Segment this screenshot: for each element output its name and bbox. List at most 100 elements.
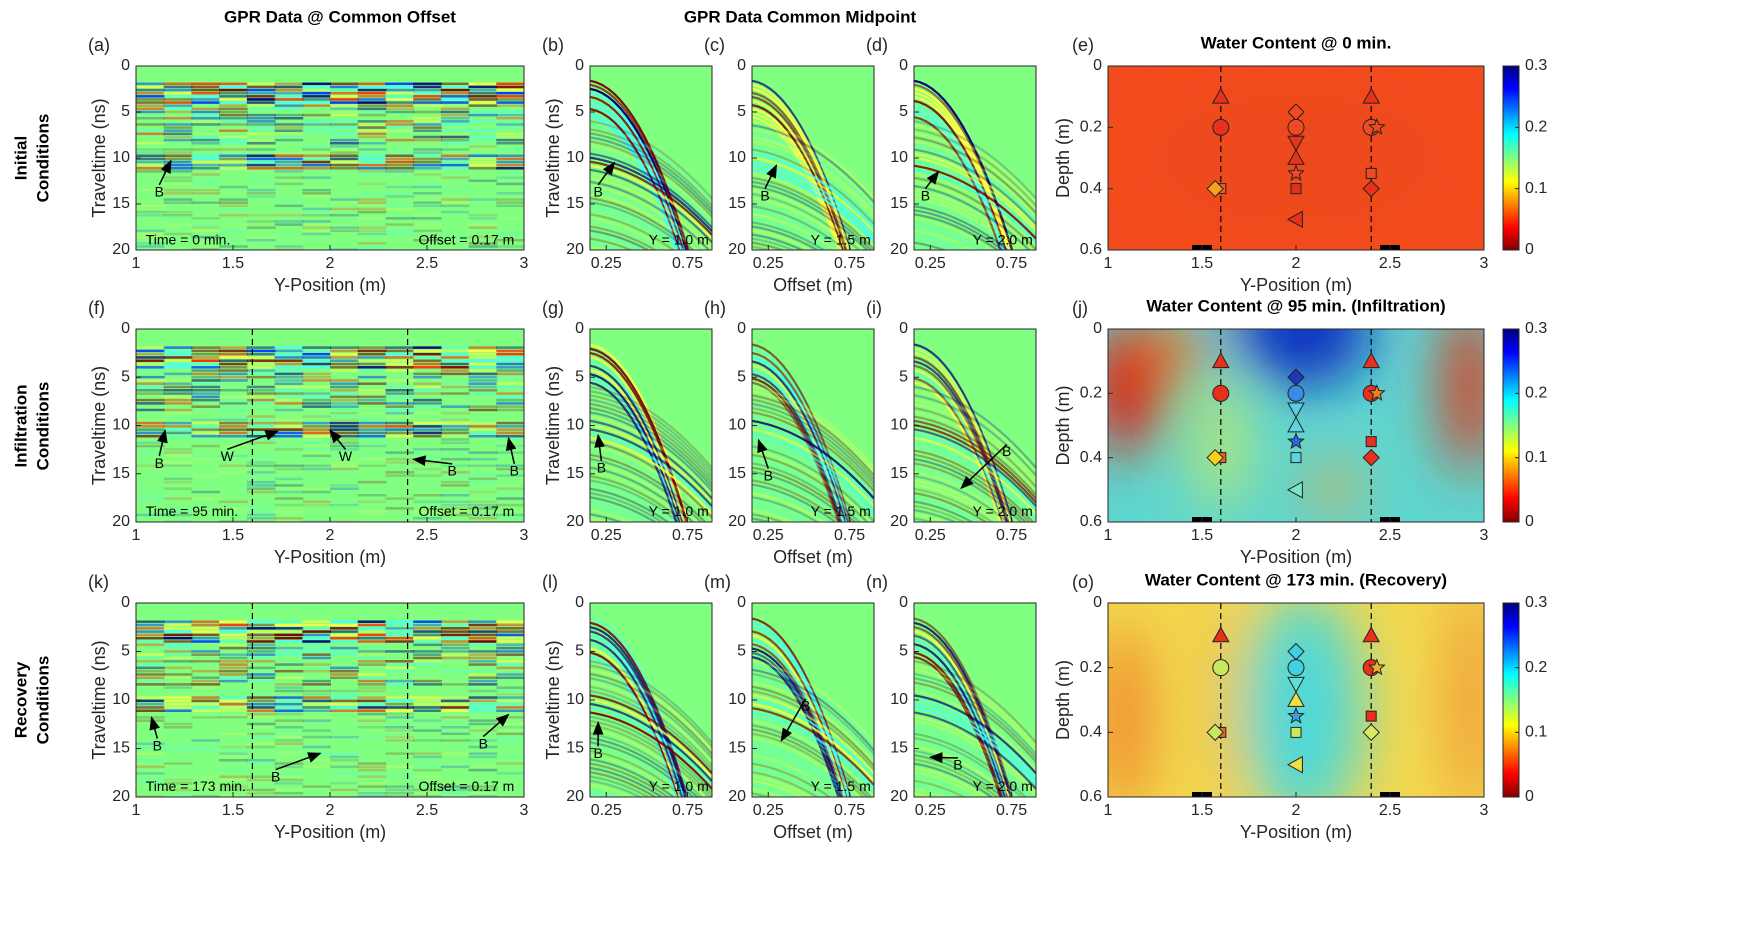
- texture: [274, 123, 304, 126]
- texture: [246, 385, 276, 389]
- texture: [219, 500, 248, 504]
- texture: [357, 389, 387, 392]
- texture: [136, 356, 165, 359]
- texture: [590, 728, 707, 797]
- texture: [468, 699, 498, 703]
- texture: [590, 415, 712, 496]
- texture: [496, 725, 524, 729]
- texture: [468, 660, 498, 663]
- texture: [219, 431, 248, 435]
- texture: [274, 248, 304, 250]
- texture: [302, 349, 331, 353]
- texture: [752, 241, 786, 250]
- texture: [413, 653, 442, 656]
- texture: [413, 643, 442, 647]
- texture: [191, 454, 221, 458]
- texture: [302, 398, 331, 402]
- texture: [357, 650, 387, 653]
- texture: [914, 436, 1036, 515]
- texture: [752, 685, 874, 767]
- texture: [496, 138, 524, 142]
- texture: [385, 640, 415, 643]
- y-tick-label: 10: [728, 417, 746, 434]
- texture: [357, 207, 387, 211]
- texture: [496, 722, 524, 726]
- texture: [136, 245, 165, 248]
- y-tick-label: 20: [728, 513, 746, 530]
- texture: [752, 453, 869, 522]
- texture: [357, 620, 387, 623]
- texture: [752, 124, 874, 203]
- texture: [357, 362, 387, 366]
- sensor-marker: [1362, 87, 1381, 104]
- texture: [752, 513, 786, 522]
- texture: [413, 123, 442, 126]
- texture: [357, 762, 387, 765]
- y-tick-label: 10: [566, 417, 584, 434]
- texture: [191, 444, 221, 448]
- sensor-marker: [1365, 710, 1377, 722]
- texture: [496, 516, 524, 520]
- texture: [330, 151, 359, 154]
- y-tick-label: 15: [890, 195, 908, 212]
- image: [914, 66, 1036, 250]
- field-blob: [1145, 329, 1206, 378]
- y-tick-label: 0.6: [1080, 513, 1102, 530]
- texture: [302, 91, 331, 95]
- texture: [357, 772, 387, 775]
- x-axis-label: Y-Position (m): [1240, 275, 1352, 295]
- texture: [163, 110, 193, 114]
- texture: [219, 116, 248, 120]
- texture: [136, 210, 165, 214]
- texture: [468, 235, 498, 239]
- texture: [274, 725, 304, 729]
- x-tick-label: 2: [326, 802, 335, 819]
- texture: [219, 352, 248, 356]
- texture: [496, 346, 524, 349]
- texture: [413, 699, 442, 703]
- x-tick-label: 0.75: [996, 255, 1027, 272]
- texture: [330, 213, 359, 217]
- texture: [440, 349, 470, 353]
- texture: [914, 736, 1023, 797]
- texture: [413, 382, 442, 385]
- texture: [302, 663, 331, 666]
- texture: [385, 126, 415, 129]
- texture: [274, 182, 304, 186]
- texture: [468, 366, 498, 369]
- texture: [440, 160, 470, 164]
- texture: [246, 415, 276, 418]
- texture: [496, 154, 524, 158]
- texture: [219, 135, 248, 139]
- texture: [440, 699, 470, 703]
- texture: [246, 480, 276, 484]
- texture: [914, 617, 1014, 797]
- texture: [136, 123, 165, 126]
- texture: [219, 623, 248, 627]
- texture: [413, 663, 442, 666]
- texture: [914, 457, 1027, 522]
- texture: [914, 201, 1015, 250]
- texture: [440, 359, 470, 362]
- texture: [274, 484, 304, 487]
- texture: [219, 95, 248, 98]
- texture: [496, 513, 524, 517]
- texture: [302, 623, 331, 627]
- texture: [590, 479, 681, 522]
- texture: [468, 349, 498, 353]
- texture: [590, 500, 651, 522]
- texture: [136, 630, 165, 633]
- texture: [246, 666, 276, 670]
- texture: [385, 425, 415, 428]
- annotation: Y = 2.0 m: [973, 503, 1033, 519]
- texture: [385, 696, 415, 699]
- texture: [914, 356, 1010, 522]
- texture: [357, 160, 387, 164]
- texture: [330, 702, 359, 706]
- texture: [163, 366, 193, 369]
- texture: [385, 366, 415, 369]
- texture: [752, 672, 874, 755]
- texture: [590, 453, 707, 522]
- texture: [302, 444, 331, 448]
- texture: [914, 779, 967, 797]
